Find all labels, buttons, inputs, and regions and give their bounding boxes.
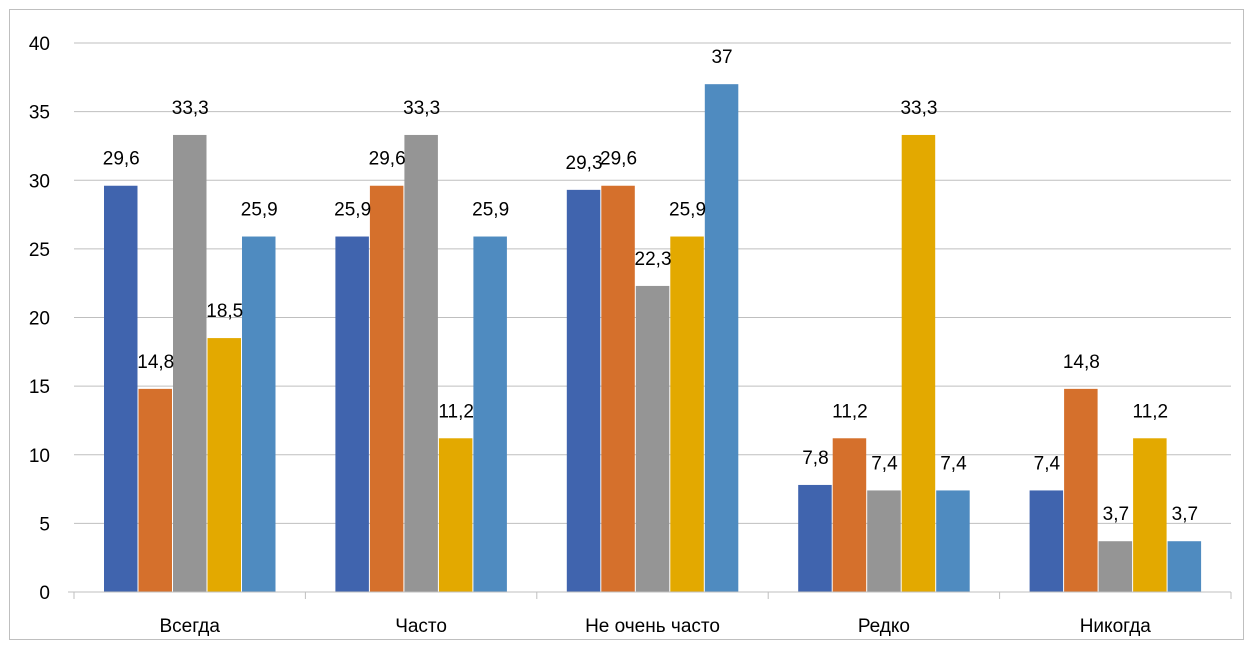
data-label: 33,3 (172, 98, 209, 119)
bar (404, 134, 438, 592)
data-label: 25,9 (669, 200, 706, 221)
data-label: 37 (711, 47, 732, 68)
bar (704, 84, 739, 593)
x-tick-label: Не очень часто (585, 616, 720, 637)
bar (1167, 541, 1202, 592)
bar (832, 438, 867, 592)
bar (798, 484, 832, 592)
y-tick-label: 10 (29, 446, 50, 467)
data-label: 18,5 (206, 301, 243, 322)
bar (867, 490, 901, 592)
bar (1098, 541, 1133, 592)
y-tick-label: 20 (29, 309, 50, 330)
data-label: 3,7 (1172, 504, 1198, 525)
y-tick-label: 25 (29, 240, 50, 261)
data-label: 7,4 (940, 453, 967, 474)
y-tick-label: 40 (29, 34, 50, 55)
x-tick-label: Часто (395, 616, 447, 637)
data-label: 14,8 (1063, 352, 1100, 373)
data-label: 11,2 (832, 401, 868, 422)
data-label: 11,2 (1133, 401, 1169, 422)
data-labels: 29,6 14,8 33,3 18,5 25,9 25,9 29,6 33,3 11,2 25,9… (103, 47, 1198, 525)
bar (601, 185, 635, 593)
data-label: 25,9 (334, 200, 371, 221)
bar (173, 134, 207, 592)
data-label: 14,8 (137, 352, 174, 373)
x-tick-label: Всегда (159, 616, 220, 637)
data-label: 25,9 (472, 200, 509, 221)
y-tick-label: 0 (39, 583, 50, 604)
data-label: 29,6 (600, 149, 637, 170)
y-tick-label: 5 (39, 514, 50, 535)
y-tick-label: 35 (29, 103, 50, 124)
data-label: 3,7 (1103, 504, 1129, 525)
bar (369, 185, 404, 593)
data-label: 7,8 (802, 448, 828, 469)
bar (1064, 388, 1098, 592)
data-label: 29,6 (369, 149, 406, 170)
bar (936, 490, 970, 592)
data-label: 22,3 (635, 249, 672, 270)
data-label: 7,4 (1034, 453, 1061, 474)
bar (335, 236, 369, 592)
bar (901, 134, 936, 592)
bar (670, 236, 704, 592)
bar (473, 236, 507, 592)
bar (1029, 490, 1064, 592)
y-tick-label: 30 (29, 171, 50, 192)
data-label: 7,4 (871, 453, 898, 474)
bars (104, 84, 1202, 593)
data-label: 29,6 (103, 149, 140, 170)
data-label: 11,2 (438, 401, 474, 422)
y-tick-label: 15 (29, 377, 50, 398)
bar (138, 388, 172, 592)
bar (566, 189, 601, 593)
x-tick-label: Редко (858, 616, 910, 637)
data-label: 33,3 (403, 98, 440, 119)
bar (438, 438, 473, 592)
bar (635, 285, 670, 592)
data-label: 29,3 (566, 153, 603, 174)
x-tick-label: Никогда (1080, 616, 1152, 637)
bar (242, 236, 276, 592)
data-label: 25,9 (241, 200, 278, 221)
bar (207, 338, 241, 592)
data-label: 33,3 (900, 98, 937, 119)
bar (1133, 438, 1167, 592)
axes: 0 5 10 15 20 25 30 35 40 Всегда Часто Не очень част… (29, 34, 1232, 637)
bar (104, 185, 138, 593)
